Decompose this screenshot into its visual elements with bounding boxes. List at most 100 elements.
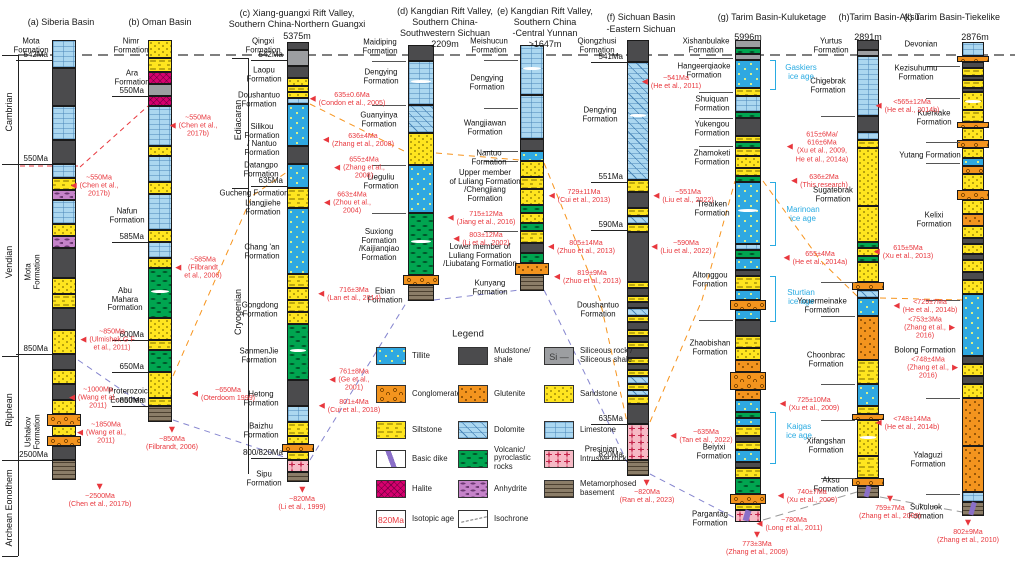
age-annotation: ~850Ma (Filbrandt, 2006) (146, 426, 198, 451)
lith-lime-segment (52, 106, 76, 140)
lith-sand-segment (962, 148, 984, 158)
age-tick-line (112, 340, 148, 342)
age-annotation: 715±12Ma (Jiang et al., 2016) (447, 210, 515, 226)
lith-mud-segment (962, 76, 984, 80)
age-arrow-icon (175, 265, 182, 271)
lith-sand-segment (148, 40, 172, 58)
lith-mud-segment (287, 42, 309, 50)
lith-mud-segment (962, 238, 984, 244)
formation-boundary-line (372, 165, 406, 166)
formation-label: Beiyixi Formation (696, 442, 732, 460)
lith-cong-segment (282, 444, 314, 452)
legend-swatch-volc (458, 450, 488, 468)
lith-silt-segment (287, 86, 309, 92)
age-arrow-icon (298, 486, 305, 493)
age-arrow-icon (777, 493, 784, 499)
age-arrow-icon (873, 249, 880, 255)
formation-label: Nimr Formation (113, 36, 149, 54)
lith-cong-segment (47, 414, 81, 426)
age-arrow-icon (168, 426, 175, 433)
age-arrow-icon (756, 521, 763, 527)
formation-label: Suxiong Formation/Kaijianqiao Formation (358, 226, 400, 262)
lith-cong-segment (852, 478, 884, 486)
column-title: 2891m (854, 32, 882, 42)
lith-si-segment (287, 50, 309, 66)
legend-item-label: Glutenite (494, 388, 526, 398)
lith-silt-segment (735, 88, 761, 96)
column-title: (c) Xiang-guangxi Rift Valley, (239, 8, 355, 18)
lith-sand-segment (962, 226, 984, 238)
lith-silt-segment (627, 296, 649, 302)
lith-volc-segment (735, 112, 761, 118)
legend-swatch-sand (544, 385, 574, 403)
age-arrow-icon (554, 274, 561, 280)
lith-sand-segment (962, 384, 984, 398)
lith-glut-segment (857, 316, 879, 360)
lith-volc-segment (408, 213, 434, 275)
lith-mud-segment (735, 462, 761, 468)
isochrone-line (543, 162, 628, 423)
column-title: (I) Tarim Basin-Tiekelike (903, 12, 1001, 22)
lith-tillite-segment (520, 151, 544, 161)
column-title: (g) Tarim Basin-Kuluketage (717, 12, 827, 22)
formation-label: Ara Formation (114, 68, 150, 86)
age-arrow-icon (875, 103, 882, 109)
isochrone-line (172, 419, 288, 459)
age-annotation: 759±7Ma (Zhang et al., 2009) (859, 495, 921, 520)
lith-dolo-segment (627, 216, 649, 224)
unconformity-wave-icon (859, 435, 877, 439)
basic-dike-icon (968, 501, 977, 517)
lith-mud-segment (735, 320, 761, 336)
age-annotation: 655±4Ma (He et al., 2014a) (783, 250, 847, 266)
legend-swatch-silt (376, 421, 406, 439)
age-tick-label: 590Ma (598, 220, 623, 229)
lith-silt-segment (735, 468, 761, 478)
age-tick-line (251, 186, 287, 188)
era-axis-boundary (2, 164, 18, 166)
isochrone-sample-icon (461, 516, 487, 523)
lith-sand-segment (962, 200, 984, 214)
legend-item-label: Basic dike (412, 453, 448, 463)
lith-lime-segment (148, 194, 172, 230)
formation-label: Liangjiehe Formation (245, 198, 281, 216)
legend-item-label: Mudstone/shale (494, 346, 531, 364)
lith-tillite-segment (408, 165, 434, 213)
lith-base-segment (148, 406, 172, 422)
age-tick-label: 585Ma (119, 232, 144, 241)
age-tick-label: 550Ma (119, 86, 144, 95)
age-tick-line (591, 460, 627, 462)
age-arrow-icon (334, 165, 341, 171)
age-arrow-icon (653, 193, 660, 199)
formation-label: Gongdong Formation (241, 300, 279, 318)
legend-item-label: Isochrone (494, 513, 529, 523)
lith-silt-segment (627, 224, 649, 232)
age-tick-label: 542Ma (23, 50, 48, 59)
age-tick-label: 650Ma (119, 362, 144, 371)
lith-silt-segment (287, 452, 309, 460)
age-annotation: ~590Ma (Liu et al., 2022) (651, 239, 712, 255)
formation-label: Mota Formation (23, 254, 41, 290)
lith-sand-segment (52, 370, 76, 384)
age-arrow-icon (329, 377, 336, 383)
lith-mud-segment (735, 270, 761, 276)
column-title: 5375m (283, 31, 311, 41)
formation-boundary-line (926, 66, 960, 67)
age-tick-label: 550Ma (23, 154, 48, 163)
isochrone-line (543, 289, 628, 463)
formation-label: Abu Mahara Formation (107, 286, 143, 313)
lith-sand-segment (148, 146, 172, 156)
basic-dike-icon (742, 509, 752, 523)
isochrone-line (172, 171, 288, 377)
lith-base-segment (52, 460, 76, 480)
age-arrow-icon (951, 365, 958, 371)
lith-silt-segment (148, 58, 172, 72)
age-arrow-icon (324, 200, 331, 206)
formation-boundary-line (484, 108, 518, 109)
age-annotation: ~650Ma (Oterdoom 1999) (191, 386, 255, 402)
column-title: 2876m (961, 32, 989, 42)
lith-silt-segment (735, 136, 761, 142)
age-annotation: ~550Ma (Chen et al., 2017b) (70, 174, 118, 199)
lith-intr-segment (735, 509, 761, 523)
lith-mud-segment (627, 404, 649, 424)
